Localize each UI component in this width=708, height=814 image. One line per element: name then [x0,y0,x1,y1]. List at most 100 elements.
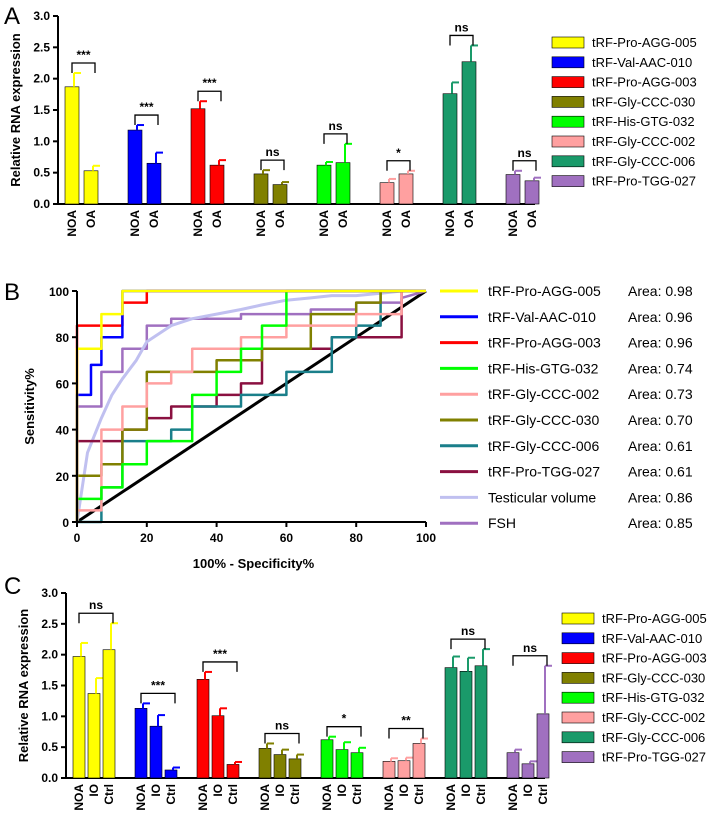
y-axis-title: Relative RNA expression [16,609,31,762]
category-label: Ctrl [164,784,178,805]
legend-label: tRF-Pro-AGG-003 [488,335,601,351]
legend-label: tRF-His-GTG-032 [602,690,705,705]
bar-tRF-Val-AAC-010-NOA [134,708,148,779]
legend-label: tRF-Gly-CCC-002 [488,386,599,402]
legend-label: tRF-His-GTG-032 [592,114,695,129]
legend-label: tRF-Pro-TGG-027 [592,174,696,189]
y-tick-label: 1.5 [41,679,58,693]
y-tick-label: 0.0 [33,197,50,211]
y-tick-label: 0.5 [41,740,58,754]
bar-tRF-Gly-CCC-006-NOA [444,667,458,779]
significance-label: * [396,146,401,160]
legend-label: tRF-Gly-CCC-030 [592,94,695,109]
category-label: NOA [191,210,205,237]
legend-area-value: Area: 0.74 [628,360,693,376]
legend-swatch [551,135,585,148]
significance-label: ns [454,20,468,34]
category-label: OA [525,210,539,228]
significance-bracket [134,114,159,126]
significance-label: ns [265,145,279,159]
legend-swatch [561,612,595,625]
panel-letter-a: A [4,3,20,30]
category-label: IO [87,784,101,797]
panel-a-bar-chart: 0.0 0.5 1.0 1.5 2.0 2.5 3.0 Relative RNA expres… [8,9,697,237]
legend-label: tRF-Pro-AGG-003 [592,75,697,90]
legend-label: tRF-Val-AAC-010 [488,309,596,325]
significance-label: *** [151,678,165,692]
legend-area-value: Area: 0.96 [628,309,693,325]
category-label: Ctrl [288,784,302,805]
bar-tRF-Pro-AGG-005-OA [83,170,99,205]
panel-letter-b: B [4,279,20,306]
significance-bracket [326,726,362,737]
y-tick-label: 0 [62,516,69,530]
bar-tRF-His-GTG-032-NOA [316,164,332,205]
category-label: OA [462,210,476,228]
bar-tRF-Val-AAC-010-Ctrl [164,769,178,779]
bar-tRF-Pro-AGG-005-NOA [72,656,86,779]
bar-tRF-Pro-AGG-003-NOA [196,679,210,779]
significance-bracket [260,159,285,171]
significance-label: ns [89,598,103,612]
y-tick-label: 2.5 [33,40,50,54]
category-label: Ctrl [350,784,364,805]
significance-label: ns [523,641,537,655]
significance-bracket [202,661,238,672]
category-label: IO [273,784,287,797]
bar-tRF-Gly-CCC-002-IO [397,760,411,779]
legend-swatch [561,711,595,724]
category-label: OA [210,210,224,228]
category-label: OA [273,210,287,228]
y-tick-label: 3.0 [33,9,50,23]
significance-label: ns [275,718,289,732]
category-label: NOA [254,210,268,237]
bar-tRF-Gly-CCC-030-OA [272,184,288,205]
legend-area-value: Area: 0.86 [628,489,693,505]
bar-tRF-Pro-TGG-027-Ctrl [536,713,550,779]
y-tick-label: 20 [56,470,70,484]
significance-bracket [449,34,474,46]
significance-bracket [140,692,176,704]
bar-tRF-Gly-CCC-002-OA [398,173,414,205]
significance-label: ns [517,146,531,160]
y-tick-label: 1.0 [33,134,50,148]
category-label: Ctrl [226,784,240,805]
legend-area-value: Area: 0.61 [628,438,693,454]
legend-swatch [551,155,585,168]
panel-b-roc-chart: 0 20 40 60 80 100 0 20 40 60 80 100 100% - Specifici… [22,283,693,571]
category-label: NOA [382,784,396,811]
y-tick-label: 1.5 [33,103,50,117]
category-label: Ctrl [474,784,488,805]
category-label: NOA [196,784,210,811]
y-tick-label: 1.0 [41,709,58,723]
y-axis-title: Relative RNA expression [8,33,23,186]
legend-swatch [551,76,585,88]
y-axis-title: Sensitivity% [22,368,37,445]
legend-swatch [561,672,595,684]
legend-label: tRF-Gly-CCC-002 [592,134,695,149]
category-label: OA [336,210,350,228]
bar-tRF-Pro-AGG-003-OA [209,164,225,205]
category-label: NOA [65,210,79,237]
legend-swatch [551,36,585,49]
x-axis-title: 100% - Specificity% [193,556,315,571]
legend-label: tRF-Gly-CCC-006 [592,154,695,169]
legend-label: tRF-His-GTG-032 [488,360,599,376]
legend-label: tRF-Gly-CCC-006 [488,438,599,454]
panel-c-bar-chart: 0.0 0.5 1.0 1.5 2.0 2.5 3.0 Relative RNA expres… [16,586,707,811]
category-label: IO [335,784,349,797]
legend-area-value: Area: 0.85 [628,515,693,531]
bar-tRF-Pro-AGG-005-Ctrl [102,649,116,779]
y-tick-label: 0.5 [33,166,50,180]
x-tick-label: 20 [140,531,154,545]
bar-tRF-Pro-AGG-003-IO [211,715,225,779]
category-label: NOA [72,784,86,811]
bar-tRF-Gly-CCC-006-IO [459,671,473,779]
bar-tRF-Gly-CCC-030-IO [273,754,287,779]
significance-label: *** [139,100,153,114]
significance-bracket [512,655,548,666]
category-label: IO [521,784,535,797]
legend-swatch [561,731,595,744]
significance-label: *** [213,647,227,661]
